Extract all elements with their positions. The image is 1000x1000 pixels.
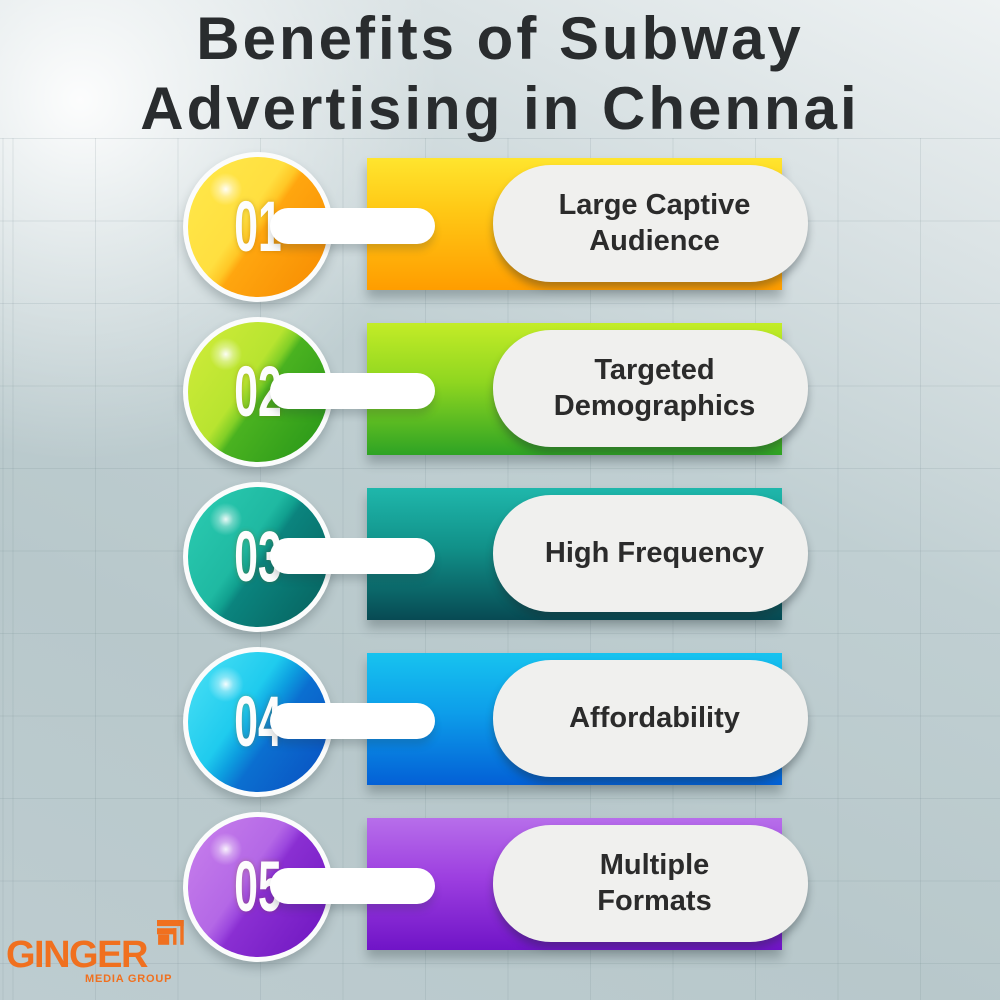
svg-text:MEDIA GROUP: MEDIA GROUP [85, 973, 172, 985]
svg-text:GINGER: GINGER [6, 934, 148, 976]
